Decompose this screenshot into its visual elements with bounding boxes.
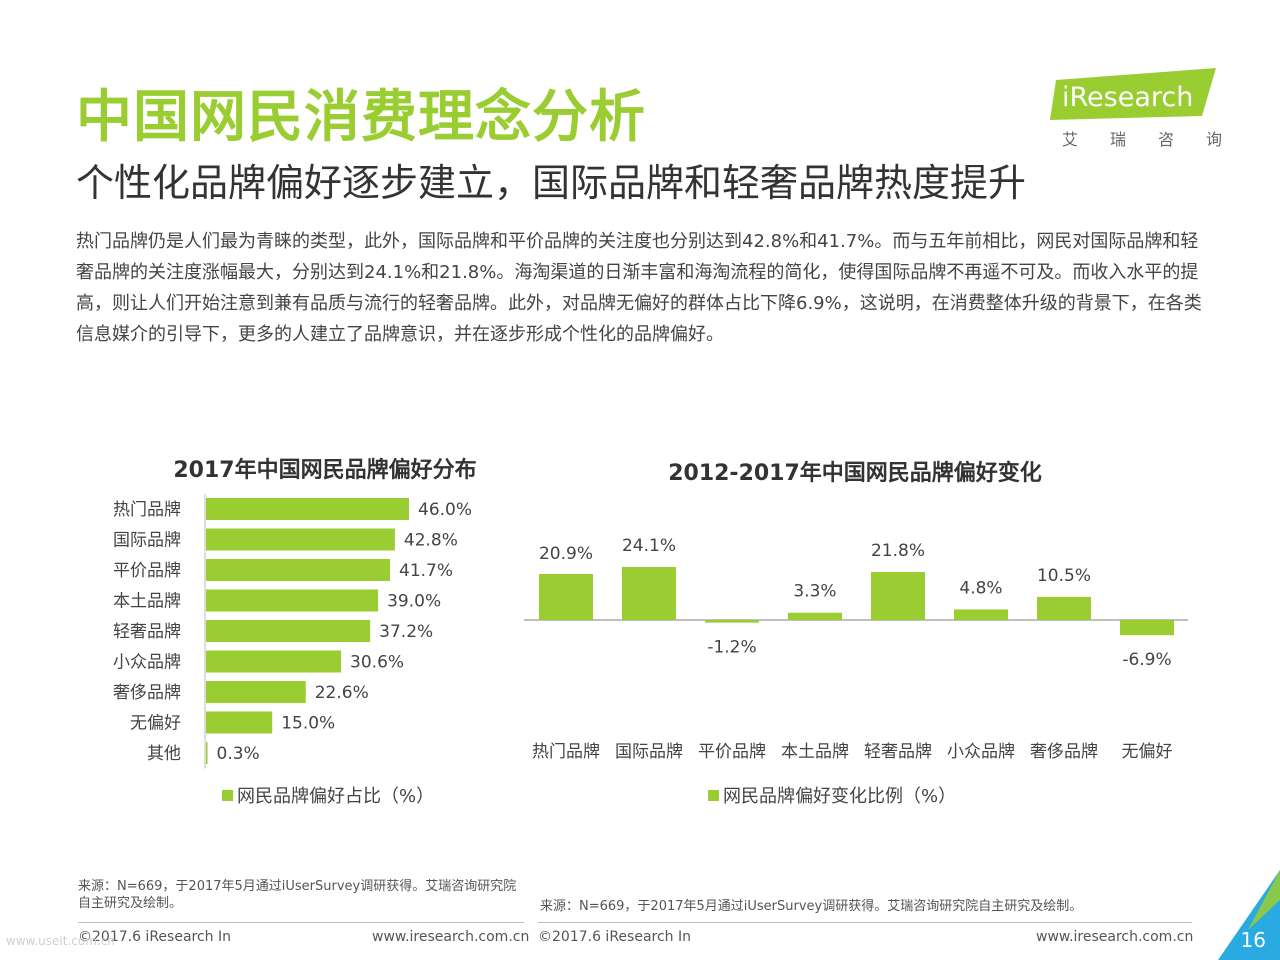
logo-badge-icon: iResearch xyxy=(1050,68,1216,120)
value-label: 15.0% xyxy=(281,714,335,734)
right-source-note: 来源：N=669，于2017年5月通过iUserSurvey调研获得。艾瑞咨询研… xyxy=(540,899,1083,914)
logo-sub-char: 瑞 xyxy=(1109,130,1126,149)
value-label: 20.9% xyxy=(539,544,593,564)
bar xyxy=(788,612,842,620)
left-footer-divider xyxy=(78,922,524,923)
right-chart-legend: 网民品牌偏好变化比例（%） xyxy=(708,782,956,808)
bar xyxy=(539,574,593,620)
left-chart-title: 2017年中国网民品牌偏好分布 xyxy=(173,458,477,483)
category-label: 本土品牌 xyxy=(113,592,181,612)
category-label: 小众品牌 xyxy=(113,653,181,673)
value-label: 39.0% xyxy=(387,592,441,612)
bar xyxy=(206,650,342,673)
bar xyxy=(206,559,391,581)
category-label: 其他 xyxy=(147,744,181,764)
value-label: 10.5% xyxy=(1037,566,1091,586)
summary-paragraph: 热门品牌仍是人们最为青睐的类型，此外，国际品牌和平价品牌的关注度也分别达到42.… xyxy=(76,231,1202,345)
watermark: www.useit.com.cn xyxy=(6,934,115,948)
bar xyxy=(206,528,395,551)
category-label: 本土品牌 xyxy=(781,742,849,762)
category-label: 平价品牌 xyxy=(113,561,181,581)
value-label: 24.1% xyxy=(622,536,676,556)
value-label: 30.6% xyxy=(350,653,404,673)
horizontal-bar-chart: 热门品牌 46.0% 国际品牌 42.8% 平价品牌 41.7% 本土品牌 39.0% 轻奢品牌… xyxy=(113,494,472,769)
right-legend-label: 网民品牌偏好变化比例（%） xyxy=(723,786,957,807)
left-website-link[interactable]: www.iresearch.com.cn xyxy=(372,929,530,945)
iresearch-logo: iResearch 艾 瑞 咨 询 xyxy=(1050,66,1230,156)
logo-sub-char: 艾 xyxy=(1062,130,1079,149)
right-website-link[interactable]: www.iresearch.com.cn xyxy=(1036,929,1194,945)
logo-sub-char: 咨 xyxy=(1157,130,1174,149)
left-chart-legend: 网民品牌偏好占比（%） xyxy=(222,782,434,808)
category-label: 国际品牌 xyxy=(615,742,683,762)
category-label: 无偏好 xyxy=(1122,742,1173,762)
category-label: 小众品牌 xyxy=(947,742,1015,762)
value-label: 0.3% xyxy=(217,744,260,764)
corner-triangle-icon xyxy=(1218,870,1280,960)
bar xyxy=(954,609,1008,620)
value-label: -1.2% xyxy=(707,638,756,658)
bar xyxy=(206,589,379,612)
bar xyxy=(1037,596,1091,620)
category-label: 国际品牌 xyxy=(113,531,181,551)
bar xyxy=(206,711,273,734)
legend-swatch xyxy=(222,789,233,801)
category-label: 奢侈品牌 xyxy=(113,683,181,703)
bar xyxy=(1120,620,1174,636)
page-title: 中国网民消费理念分析 xyxy=(76,85,646,150)
category-label: 轻奢品牌 xyxy=(864,742,932,762)
right-copyright: ©2017.6 iResearch In xyxy=(538,929,691,945)
value-label: 37.2% xyxy=(379,622,433,642)
left-copyright: ©2017.6 iResearch In xyxy=(78,929,231,945)
value-label: 46.0% xyxy=(418,500,472,520)
logo-text: iResearch xyxy=(1062,82,1193,113)
value-label: 4.8% xyxy=(959,578,1002,598)
bar xyxy=(705,620,759,623)
bar xyxy=(206,742,208,764)
logo-sub-char: 询 xyxy=(1205,130,1222,149)
category-label: 热门品牌 xyxy=(113,500,181,520)
category-label: 热门品牌 xyxy=(532,742,600,762)
value-label: 21.8% xyxy=(871,541,925,561)
value-label: 41.7% xyxy=(399,561,453,581)
category-label: 平价品牌 xyxy=(698,742,766,762)
category-label: 轻奢品牌 xyxy=(113,622,181,642)
bar xyxy=(206,681,306,703)
category-label: 奢侈品牌 xyxy=(1030,742,1098,762)
bar xyxy=(871,572,925,620)
value-label: -6.9% xyxy=(1122,650,1171,670)
right-footer-divider xyxy=(538,922,1192,923)
vertical-bar-chart: 20.9% 热门品牌 24.1% 国际品牌 -1.2% 平价品牌 3.3% 本土品牌 21.8%… xyxy=(524,536,1188,762)
logo-subtitle: 艾 瑞 咨 询 xyxy=(1062,126,1222,150)
bar xyxy=(622,566,676,620)
legend-swatch xyxy=(708,789,719,801)
bar xyxy=(206,498,409,520)
category-label: 无偏好 xyxy=(130,714,181,734)
value-label: 42.8% xyxy=(404,531,458,551)
bar xyxy=(206,620,371,642)
page-number: 16 xyxy=(1240,928,1266,952)
page-subtitle: 个性化品牌偏好逐步建立，国际品牌和轻奢品牌热度提升 xyxy=(76,161,1027,205)
right-chart-title: 2012-2017年中国网民品牌偏好变化 xyxy=(668,461,1042,486)
left-source-note: 来源：N=669，于2017年5月通过iUserSurvey调研获得。艾瑞咨询研… xyxy=(78,879,517,911)
left-legend-label: 网民品牌偏好占比（%） xyxy=(237,786,435,807)
value-label: 22.6% xyxy=(315,683,369,703)
value-label: 3.3% xyxy=(793,582,836,602)
